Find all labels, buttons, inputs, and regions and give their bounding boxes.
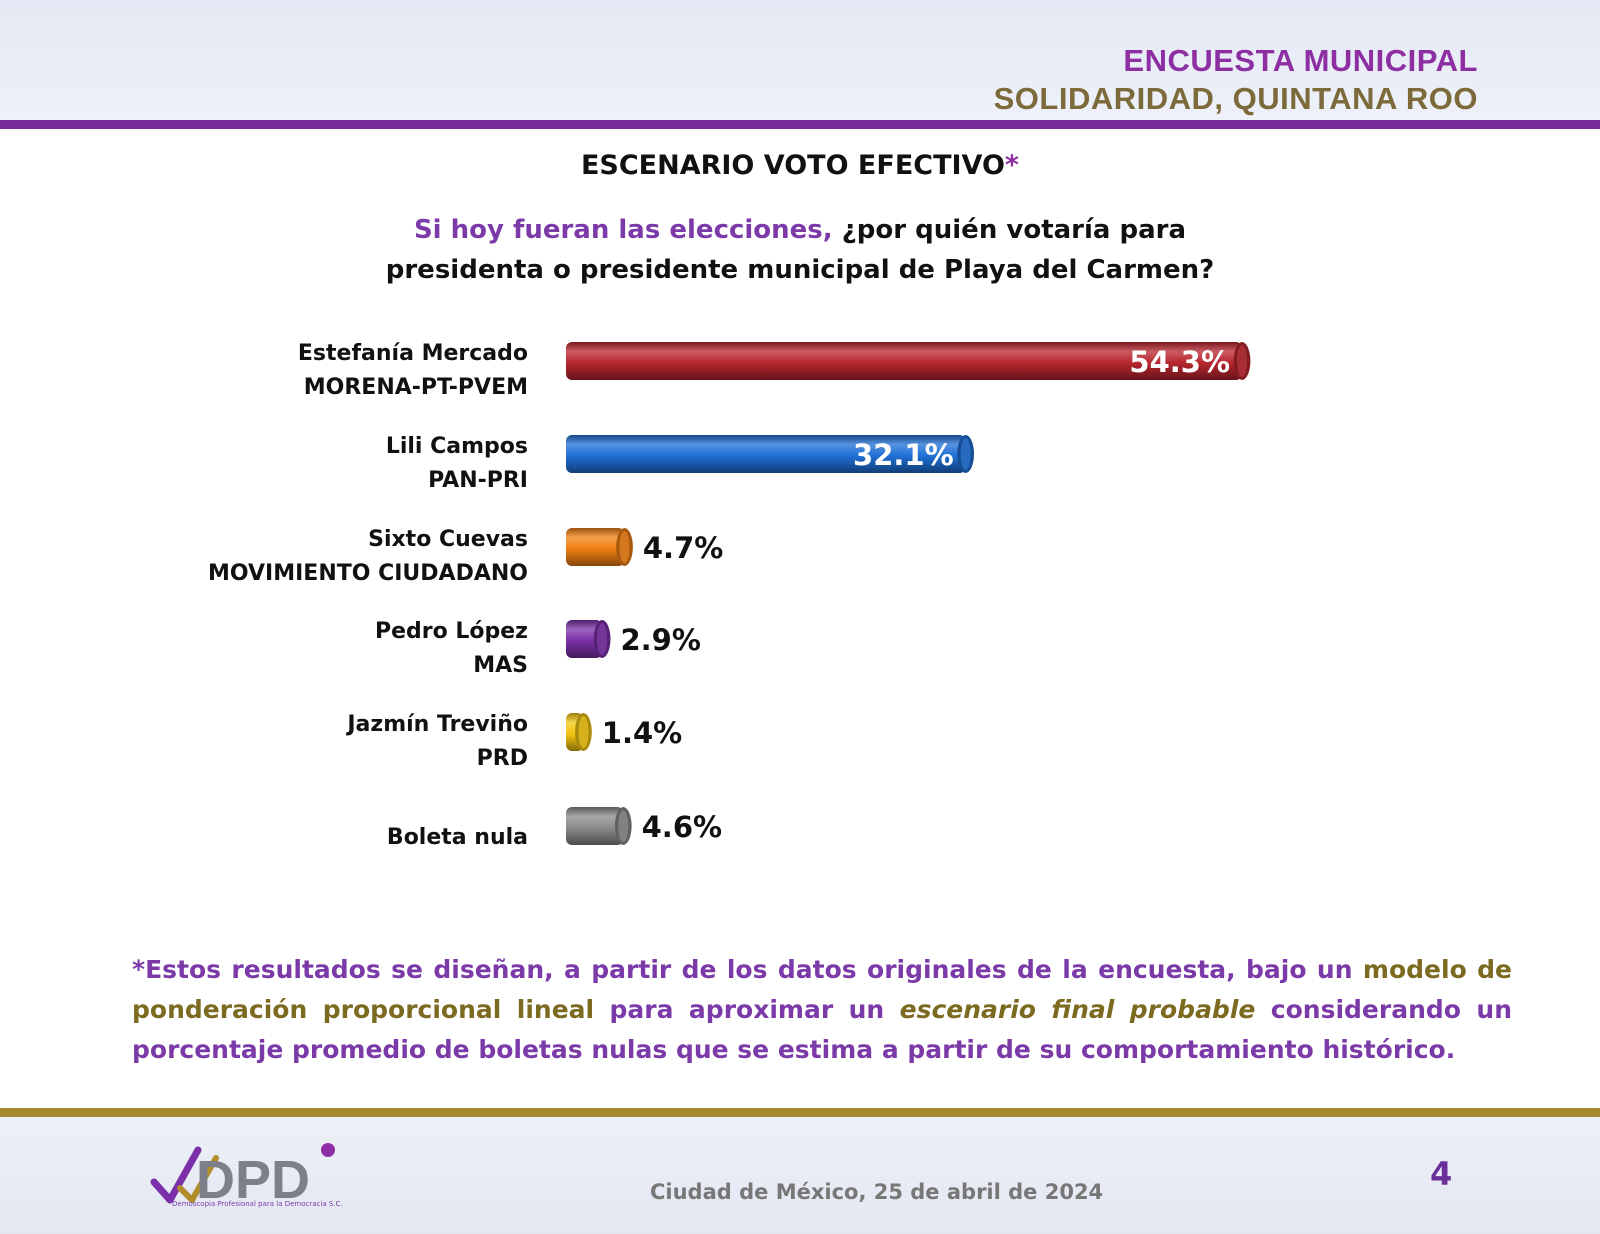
question-line1-rest: ¿por quién votaría para <box>832 215 1187 245</box>
value-label: 32.1% <box>853 438 954 472</box>
survey-title: ENCUESTA MUNICIPAL SOLIDARIDAD, QUINTANA… <box>994 42 1478 118</box>
bar-cap-highlight <box>597 623 608 655</box>
header-divider <box>0 120 1600 129</box>
bar <box>566 620 603 658</box>
bar-group <box>566 342 1251 380</box>
survey-title-line2: SOLIDARIDAD, QUINTANA ROO <box>993 81 1478 116</box>
dpd-logo: DPD <box>150 1143 335 1210</box>
bar-group <box>566 528 633 566</box>
category-label: Boleta nula <box>387 825 528 850</box>
question-line1: Si hoy fueran las elecciones, ¿por quién… <box>0 210 1600 250</box>
question-intro: Si hoy fueran las elecciones, <box>413 215 833 245</box>
footnote: *Estos resultados se diseñan, a partir d… <box>132 950 1512 1070</box>
category-label: MOVIMIENTO CIUDADANO <box>208 561 528 586</box>
bar-cap-highlight <box>618 810 629 842</box>
value-label: 1.4% <box>602 716 682 750</box>
bar <box>566 342 1243 380</box>
bar <box>566 435 966 473</box>
footnote-part3: considerando un porcentaje promedio de b… <box>132 995 1512 1064</box>
chart-title: ESCENARIO VOTO EFECTIVO* <box>0 150 1600 181</box>
footnote-highlight: modelo de ponderación proporcional linea… <box>132 955 1512 1024</box>
footer-band <box>0 1117 1600 1234</box>
bar-group <box>566 807 632 845</box>
header-band <box>0 0 1600 120</box>
value-label: 2.9% <box>620 623 700 657</box>
logo-text: DPD <box>196 1150 310 1210</box>
page-number: 4 <box>1430 1155 1453 1193</box>
footer-date: Ciudad de México, 25 de abril de 2024 <box>650 1180 1104 1204</box>
value-label: 4.7% <box>643 531 723 565</box>
bar-cap-highlight <box>619 531 630 563</box>
bar-cap-highlight <box>960 438 971 470</box>
category-label: Jazmín Treviño <box>345 712 528 737</box>
value-label: 54.3% <box>1129 345 1230 379</box>
question-line2: presidenta o presidente municipal de Pla… <box>385 255 1215 285</box>
category-label: PRD <box>477 746 528 771</box>
footer-divider <box>0 1108 1600 1117</box>
footnote-part2: para aproximar un <box>594 995 900 1024</box>
survey-question: Si hoy fueran las elecciones, ¿por quién… <box>0 210 1600 290</box>
category-label: PAN-PRI <box>428 468 528 493</box>
bar-group <box>566 713 592 751</box>
bar-cap-highlight <box>578 716 589 748</box>
bar-chart: Estefanía Mercado MORENA-PT-PVEM 54.3% Lili… <box>208 341 1251 850</box>
bar <box>566 807 624 845</box>
chart-title-text: ESCENARIO VOTO EFECTIVO <box>580 150 1005 181</box>
bar-cap-highlight <box>1237 345 1248 377</box>
category-label: Sixto Cuevas <box>368 527 528 552</box>
bar-group <box>566 435 975 473</box>
chart-title-star: * <box>1004 150 1020 181</box>
logo-subtitle: Demoscopia Profesional para la Democraci… <box>172 1200 343 1208</box>
bar <box>566 528 625 566</box>
category-label: Lili Campos <box>386 434 528 459</box>
category-label: MAS <box>473 653 528 678</box>
category-label: Estefanía Mercado <box>298 341 528 366</box>
footnote-emphasis: escenario final probable <box>899 995 1256 1024</box>
category-label: Pedro López <box>375 619 528 644</box>
survey-title-line1: ENCUESTA MUNICIPAL <box>1123 43 1478 78</box>
footnote-part1: *Estos resultados se diseñan, a partir d… <box>132 955 1363 984</box>
value-label: 4.6% <box>642 810 722 844</box>
category-label: MORENA-PT-PVEM <box>304 375 528 400</box>
bar-group <box>566 620 611 658</box>
